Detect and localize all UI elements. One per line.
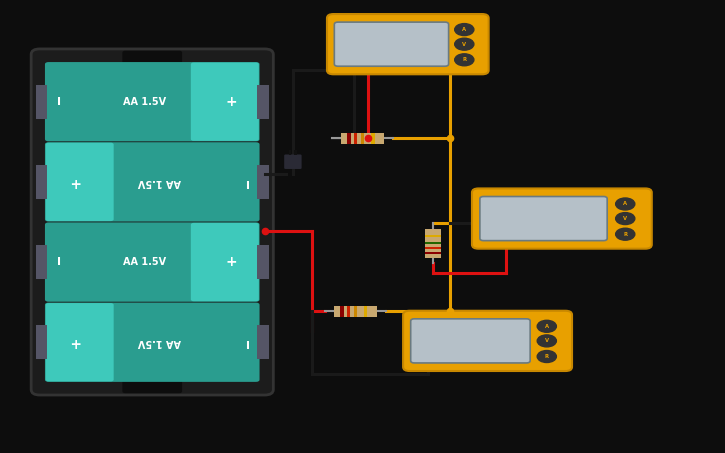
Text: I: I xyxy=(57,96,61,107)
Bar xyxy=(334,306,377,317)
FancyBboxPatch shape xyxy=(46,303,114,381)
Text: A: A xyxy=(624,202,627,207)
Bar xyxy=(347,133,351,144)
Circle shape xyxy=(537,335,556,347)
Bar xyxy=(257,165,269,199)
FancyBboxPatch shape xyxy=(45,222,260,302)
FancyBboxPatch shape xyxy=(334,22,449,66)
Circle shape xyxy=(455,54,474,66)
Text: AA 1.5V: AA 1.5V xyxy=(138,177,181,187)
FancyBboxPatch shape xyxy=(45,303,260,382)
Circle shape xyxy=(616,198,635,210)
Bar xyxy=(257,325,269,359)
Circle shape xyxy=(537,320,556,333)
Circle shape xyxy=(455,24,474,36)
FancyBboxPatch shape xyxy=(31,49,273,395)
Text: A: A xyxy=(463,27,466,32)
Bar xyxy=(289,150,291,155)
Bar xyxy=(364,306,368,317)
Text: V: V xyxy=(463,42,466,47)
Bar xyxy=(371,133,375,144)
Bar xyxy=(36,325,47,359)
Bar xyxy=(36,165,47,199)
FancyBboxPatch shape xyxy=(327,14,489,74)
FancyBboxPatch shape xyxy=(46,143,114,221)
FancyBboxPatch shape xyxy=(403,311,572,371)
Bar xyxy=(36,85,47,119)
Text: +: + xyxy=(67,175,79,189)
Circle shape xyxy=(455,38,474,50)
Bar xyxy=(425,247,441,249)
FancyBboxPatch shape xyxy=(123,380,182,393)
Text: AA 1.5V: AA 1.5V xyxy=(138,337,181,347)
FancyBboxPatch shape xyxy=(191,223,259,301)
Bar xyxy=(257,245,269,279)
FancyBboxPatch shape xyxy=(45,142,260,222)
Text: V: V xyxy=(544,338,549,343)
FancyBboxPatch shape xyxy=(284,154,302,169)
Circle shape xyxy=(537,351,556,362)
Text: I: I xyxy=(244,337,247,347)
Bar xyxy=(425,251,441,254)
Bar xyxy=(361,133,364,144)
Bar xyxy=(294,150,297,155)
FancyBboxPatch shape xyxy=(191,63,259,141)
FancyBboxPatch shape xyxy=(45,62,260,141)
Bar xyxy=(425,235,441,237)
FancyBboxPatch shape xyxy=(410,319,530,363)
Text: V: V xyxy=(624,216,627,221)
Bar xyxy=(354,133,357,144)
Circle shape xyxy=(616,228,635,240)
Text: +: + xyxy=(225,95,237,109)
Text: A: A xyxy=(544,324,549,329)
Bar xyxy=(341,133,384,144)
Text: R: R xyxy=(544,354,549,359)
Bar xyxy=(340,306,344,317)
Bar xyxy=(425,228,441,258)
Bar xyxy=(347,306,350,317)
Text: I: I xyxy=(244,177,247,187)
FancyBboxPatch shape xyxy=(123,51,182,64)
Circle shape xyxy=(616,212,635,225)
Text: +: + xyxy=(225,255,237,269)
Text: I: I xyxy=(57,257,61,267)
Bar xyxy=(425,242,441,244)
Text: R: R xyxy=(624,231,627,237)
FancyBboxPatch shape xyxy=(480,197,607,241)
Text: R: R xyxy=(463,57,466,63)
FancyBboxPatch shape xyxy=(472,188,652,249)
Bar xyxy=(257,85,269,119)
Bar xyxy=(354,306,357,317)
Text: AA 1.5V: AA 1.5V xyxy=(123,96,167,107)
Text: AA 1.5V: AA 1.5V xyxy=(123,257,167,267)
Bar xyxy=(36,245,47,279)
Text: +: + xyxy=(67,335,79,349)
